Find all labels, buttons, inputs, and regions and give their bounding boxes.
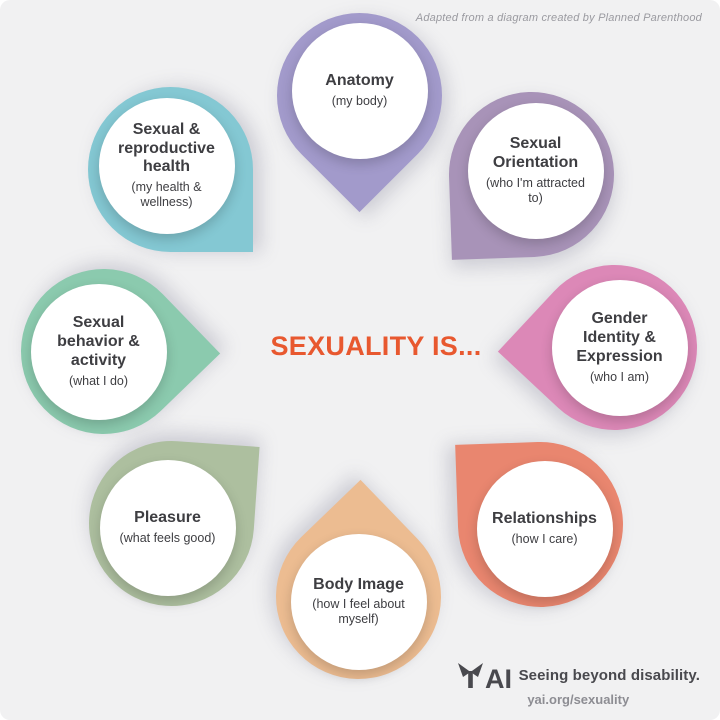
petal-label: Body Image: [313, 575, 404, 593]
petal-label: Anatomy: [325, 72, 394, 90]
petal-label: Gender Identity & Expression: [576, 310, 663, 365]
petal-label: Sexual Orientation: [492, 135, 579, 171]
petal-sublabel: (my health & wellness): [131, 180, 202, 210]
petal-sexual-orientation: Sexual Orientation (who I'm attracted to…: [446, 89, 617, 260]
petal-sublabel: (how I feel about myself): [312, 597, 405, 627]
petal-circle: Pleasure (what feels good): [99, 459, 236, 596]
petal-sublabel: (how I care): [511, 531, 578, 546]
petal-sublabel: (what feels good): [119, 530, 216, 545]
petal-sexual-behavior-activity: Sexual behavior & activity (what I do): [0, 234, 221, 469]
attribution-text: Adapted from a diagram created by Planne…: [415, 12, 702, 24]
footer-tagline: Seeing beyond disability.: [518, 666, 700, 684]
petal-relationships: Relationships (how I care): [455, 439, 626, 610]
yai-logo-icon: AI: [457, 661, 511, 689]
petal-circle: Sexual Orientation (who I'm attracted to…: [467, 102, 604, 239]
petal-sublabel: (who I am): [589, 369, 650, 384]
petal-sublabel: (who I'm attracted to): [486, 175, 585, 205]
petal-label: Sexual & reproductive health: [118, 120, 215, 176]
petal-circle: Relationships (how I care): [476, 460, 613, 597]
petal-circle: Sexual & reproductive health (my health …: [98, 97, 235, 234]
petal-circle: Body Image (how I feel about myself): [290, 533, 427, 670]
petal-pleasure: Pleasure (what feels good): [83, 435, 260, 612]
svg-text:AI: AI: [485, 664, 511, 689]
footer: AI Seeing beyond disability. yai.org/sex…: [457, 661, 700, 707]
petal-label: Pleasure: [134, 509, 201, 527]
petal-label: Relationships: [492, 510, 597, 528]
petal-body-image: Body Image (how I feel about myself): [241, 479, 476, 714]
petal-circle: Anatomy (my body): [291, 22, 428, 159]
petal-gender-identity-expression: Gender Identity & Expression (who I am): [497, 230, 720, 465]
petal-sublabel: (my body): [331, 93, 388, 108]
petal-anatomy: Anatomy (my body): [242, 0, 477, 213]
footer-url: yai.org/sexuality: [527, 692, 630, 707]
petal-label: Sexual behavior & activity: [57, 314, 140, 369]
diagram-title: SEXUALITY IS...: [270, 331, 482, 361]
petal-sexual-reproductive-health: Sexual & reproductive health (my health …: [88, 87, 253, 252]
petal-circle: Sexual behavior & activity (what I do): [30, 283, 167, 420]
petal-sublabel: (what I do): [68, 373, 129, 388]
petal-circle: Gender Identity & Expression (who I am): [551, 279, 688, 416]
